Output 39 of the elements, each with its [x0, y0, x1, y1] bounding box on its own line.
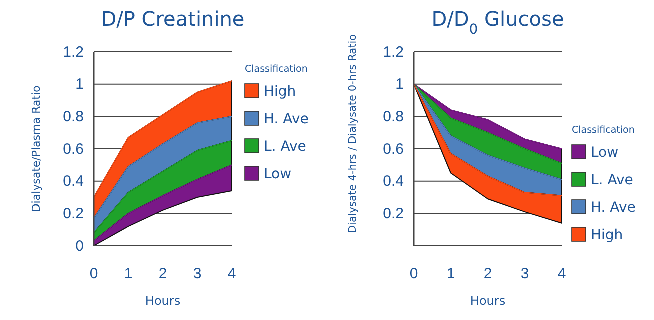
y-tick-label: 0 [76, 238, 84, 255]
y-tick-label: 0.2 [383, 205, 404, 222]
y-tick-label: 0.4 [63, 173, 84, 190]
y-tick-label: 0.8 [383, 108, 404, 126]
x-tick-label: 4 [228, 266, 236, 283]
chart-title: D/P Creatinine [101, 7, 245, 31]
y-tick-label: 1.2 [383, 44, 404, 61]
y-tick-label: 0.8 [63, 108, 84, 126]
y-tick-label: 0.4 [383, 173, 404, 190]
y-tick-label: 0.6 [63, 140, 84, 158]
x-tick-label: 1 [446, 266, 456, 283]
y-axis-title: Dialysate/Plasma Ratio [30, 86, 43, 212]
legend-label: H. Ave [264, 112, 309, 128]
legend-title: Classification [572, 125, 635, 136]
chart-title: D/D$_{0}$ Glucose [432, 7, 564, 38]
legend-label: Low [591, 145, 619, 161]
legend-label: L. Ave [264, 139, 306, 155]
x-tick-label: 3 [520, 266, 530, 283]
x-tick-label: 2 [484, 266, 492, 283]
legend-label: High [591, 228, 624, 244]
legend-label: H. Ave [591, 200, 636, 216]
y-tick-label: 0.6 [383, 140, 404, 158]
x-tick-label: 2 [158, 266, 168, 283]
y-tick-label: 1 [396, 76, 404, 94]
x-axis-title: Hours [145, 294, 181, 308]
x-tick-label: 0 [90, 266, 98, 283]
x-tick-label: 3 [193, 266, 202, 283]
x-axis-title: Hours [470, 294, 506, 308]
legend-label: High [264, 84, 296, 100]
y-tick-label: 1 [76, 76, 84, 94]
legend-title: Classification [245, 64, 308, 75]
x-tick-label: 1 [124, 266, 133, 283]
y-axis-title: Dialysate 4-hrs / Dialysate 0-hrs Ratio [347, 34, 359, 234]
y-tick-label: 0.2 [63, 205, 84, 222]
legend-label: Low [264, 166, 292, 182]
y-tick-label: 1.2 [63, 44, 84, 61]
x-tick-label: 4 [558, 266, 566, 283]
x-tick-label: 0 [410, 266, 418, 283]
legend-label: L. Ave [591, 172, 634, 188]
